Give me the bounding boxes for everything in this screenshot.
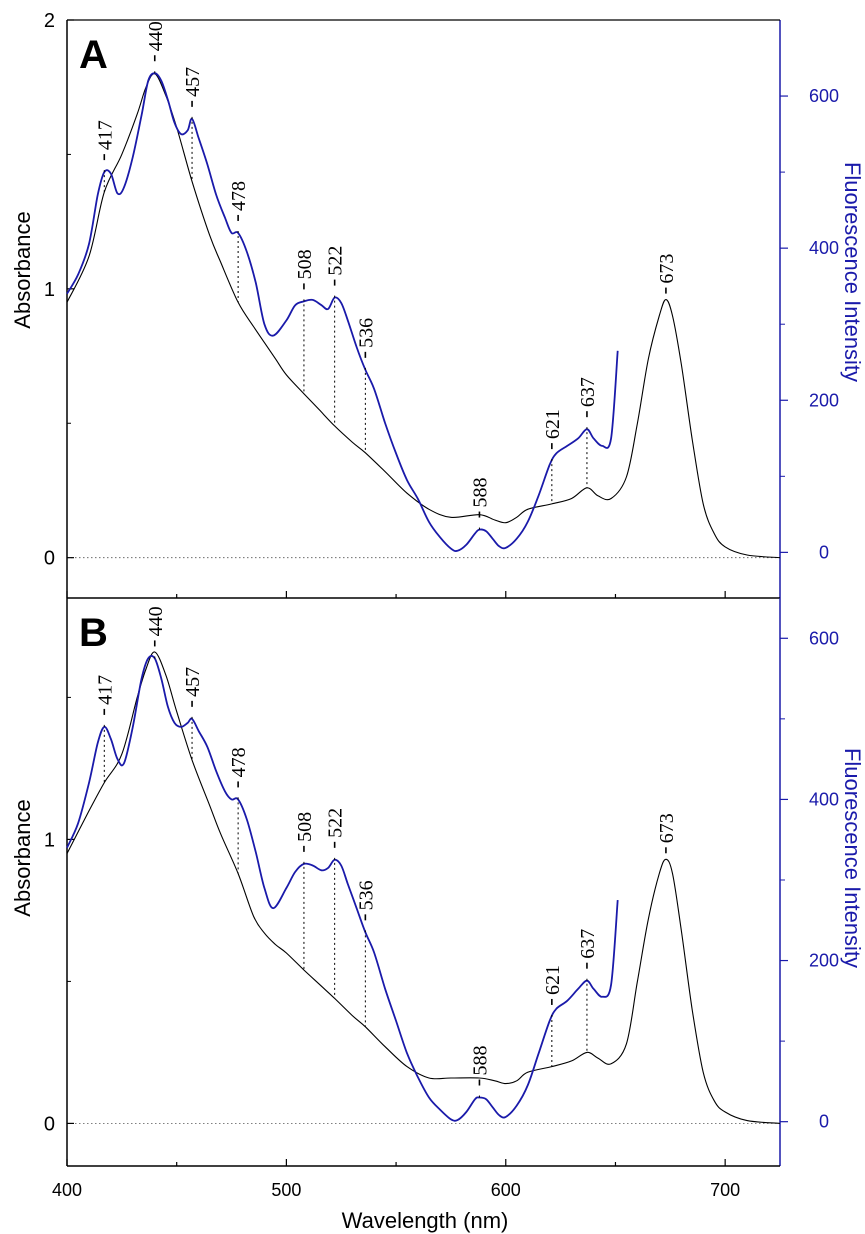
x-tick-label: 700 bbox=[710, 1180, 740, 1200]
x-tick-label: 500 bbox=[271, 1180, 301, 1200]
absorbance-curve bbox=[66, 651, 781, 1124]
y2-tick-label: 0 bbox=[819, 1112, 829, 1132]
peak-label: 508 bbox=[294, 812, 316, 842]
panel-b: 0 1 0 200 400 600 Absorbance Fluorescence Inten… bbox=[10, 598, 865, 1167]
y2-tick-label: 0 bbox=[819, 542, 829, 562]
x-tick-label: 600 bbox=[491, 1180, 521, 1200]
y2-axis-label: Fluorescence Intensity bbox=[840, 162, 865, 382]
x-tick-label: 400 bbox=[52, 1180, 82, 1200]
peak-label: 457 bbox=[182, 667, 204, 697]
y2-tick-label: 600 bbox=[809, 628, 839, 648]
peak-label: 621 bbox=[542, 965, 564, 995]
peak-label: 478 bbox=[228, 181, 250, 211]
y-tick-label: 2 bbox=[44, 10, 55, 32]
peak-label: 536 bbox=[355, 318, 377, 348]
peak-label: 588 bbox=[469, 478, 491, 508]
y2-tick-label: 200 bbox=[809, 390, 839, 410]
peak-label: 417 bbox=[94, 675, 116, 705]
y2-tick-label: 600 bbox=[809, 86, 839, 106]
y-tick-label: 0 bbox=[44, 1113, 55, 1135]
panel-letter: B bbox=[79, 611, 108, 655]
peak-label: 588 bbox=[469, 1046, 491, 1076]
peak-label: 673 bbox=[656, 813, 678, 843]
peak-label: 621 bbox=[542, 409, 564, 439]
y2-tick-label: 400 bbox=[809, 238, 839, 258]
y-tick-label: 0 bbox=[44, 548, 55, 570]
panel-letter: A bbox=[79, 33, 108, 77]
peak-label: 637 bbox=[577, 377, 599, 407]
peak-label: 440 bbox=[145, 606, 167, 636]
x-axis-label: Wavelength (nm) bbox=[342, 1208, 509, 1233]
peak-label: 637 bbox=[577, 929, 599, 959]
y-tick-label: 1 bbox=[44, 829, 55, 851]
y2-axis-label: Fluorescence Intensity bbox=[840, 748, 865, 968]
y-axis-label: Absorbance bbox=[10, 211, 35, 328]
shared-x-axis: 400 500 600 700 bbox=[52, 1180, 740, 1200]
peak-label: 536 bbox=[355, 880, 377, 910]
y2-tick-label: 200 bbox=[809, 951, 839, 971]
panel-a: 0 1 2 0 200 400 600 Absorbance Fluorescence Inte… bbox=[10, 10, 865, 599]
peak-label: 417 bbox=[94, 120, 116, 150]
peak-label: 522 bbox=[325, 246, 347, 276]
peak-label: 440 bbox=[145, 21, 167, 51]
peak-label: 478 bbox=[228, 747, 250, 777]
y-tick-label: 1 bbox=[44, 279, 55, 301]
peak-label: 673 bbox=[656, 254, 678, 284]
peak-label: 522 bbox=[325, 808, 347, 838]
peak-label: 508 bbox=[294, 249, 316, 279]
y-axis-label: Absorbance bbox=[10, 799, 35, 916]
peak-label: 457 bbox=[182, 67, 204, 97]
y2-tick-label: 400 bbox=[809, 789, 839, 809]
